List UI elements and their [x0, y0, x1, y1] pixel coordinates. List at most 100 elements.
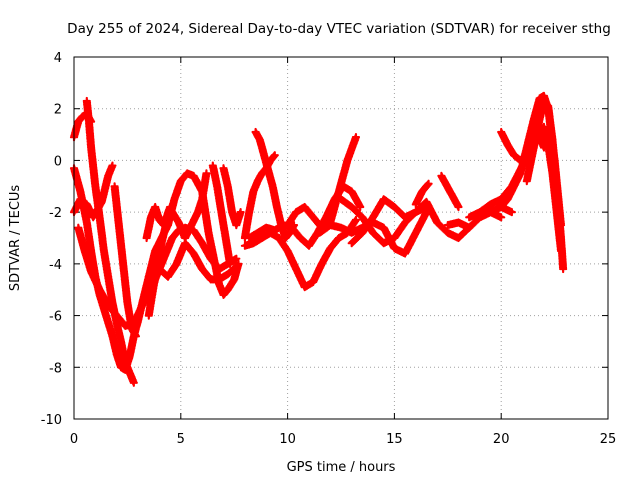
- data-point: [81, 115, 84, 118]
- data-point: [359, 205, 362, 209]
- data-point: [269, 159, 272, 162]
- data-point: [228, 262, 232, 266]
- data-point: [252, 190, 255, 193]
- data-point: [126, 301, 129, 304]
- data-point: [446, 231, 449, 234]
- data-point: [233, 278, 236, 281]
- data-point: [98, 288, 101, 291]
- data-point: [252, 242, 255, 245]
- data-point: [124, 360, 127, 364]
- data-point: [435, 221, 439, 224]
- data-point: [538, 97, 541, 100]
- data-point: [98, 216, 101, 219]
- data-point: [538, 117, 541, 121]
- data-point: [525, 146, 528, 149]
- data-point: [427, 182, 430, 185]
- data-point: [286, 223, 289, 227]
- data-point: [542, 99, 546, 103]
- plot-frame: [73, 56, 609, 420]
- data-point: [192, 252, 195, 255]
- chart-title: Day 255 of 2024, Sidereal Day-to-day VTE…: [67, 21, 611, 37]
- data-point: [547, 104, 550, 108]
- data-point: [382, 226, 385, 229]
- x-tick-label: 0: [70, 432, 78, 447]
- data-point: [154, 278, 157, 281]
- data-point: [489, 203, 492, 206]
- data-point: [532, 148, 535, 152]
- y-tick-label: 0: [54, 154, 62, 169]
- data-point: [337, 190, 341, 193]
- data-point: [457, 236, 460, 240]
- data-point: [147, 314, 150, 317]
- data-point: [119, 340, 123, 343]
- data-point: [83, 249, 86, 253]
- data-point: [267, 169, 270, 172]
- data-point: [183, 226, 187, 229]
- data-point: [222, 167, 225, 170]
- data-point: [457, 205, 460, 209]
- data-point: [248, 236, 251, 240]
- x-tick-label: 25: [600, 432, 617, 447]
- data-point: [89, 146, 93, 149]
- series-track-11: [208, 161, 235, 268]
- data-point: [117, 223, 121, 227]
- data-point: [512, 154, 516, 157]
- data-point: [183, 236, 187, 240]
- data-series: [69, 91, 568, 387]
- data-point: [132, 381, 135, 384]
- data-point: [453, 198, 456, 201]
- data-point: [179, 179, 182, 183]
- data-point: [235, 223, 238, 227]
- data-point: [500, 205, 503, 209]
- data-point: [239, 210, 242, 214]
- data-point: [425, 200, 428, 203]
- data-point: [102, 249, 106, 253]
- data-point: [115, 322, 118, 325]
- data-point: [260, 236, 264, 240]
- data-point: [87, 120, 91, 123]
- series-track-20: [347, 195, 431, 248]
- data-point: [85, 99, 89, 103]
- data-point: [186, 172, 189, 175]
- data-point: [201, 242, 204, 245]
- data-point: [559, 236, 563, 240]
- data-point: [158, 267, 161, 271]
- series-track-23: [443, 202, 516, 232]
- data-point: [79, 198, 82, 201]
- data-point: [500, 216, 503, 219]
- data-point: [243, 244, 247, 247]
- data-point: [393, 247, 396, 250]
- data-point: [506, 143, 509, 147]
- x-tick-label: 5: [177, 432, 185, 447]
- data-point: [542, 94, 546, 98]
- data-point: [230, 210, 234, 214]
- data-point: [361, 231, 364, 234]
- data-point: [115, 353, 118, 356]
- data-point: [265, 226, 268, 229]
- data-point: [128, 355, 131, 359]
- data-point: [444, 182, 447, 185]
- data-point: [414, 231, 417, 234]
- data-point: [288, 231, 291, 234]
- data-point: [162, 223, 165, 227]
- data-point: [89, 270, 93, 273]
- y-tick-label: -6: [49, 310, 62, 325]
- data-point: [128, 371, 131, 374]
- data-point: [371, 231, 375, 234]
- data-point: [149, 216, 153, 219]
- data-point: [277, 236, 281, 240]
- data-point: [164, 252, 167, 255]
- data-point: [468, 226, 471, 229]
- y-tick-label: -8: [49, 361, 62, 376]
- data-point: [89, 249, 93, 253]
- data-point: [215, 185, 219, 188]
- data-point: [209, 278, 212, 281]
- data-point: [350, 242, 353, 245]
- data-point: [256, 231, 259, 234]
- data-point: [254, 130, 257, 134]
- data-point: [478, 210, 481, 214]
- data-point: [107, 304, 110, 307]
- data-point: [294, 210, 298, 214]
- data-point: [248, 210, 251, 214]
